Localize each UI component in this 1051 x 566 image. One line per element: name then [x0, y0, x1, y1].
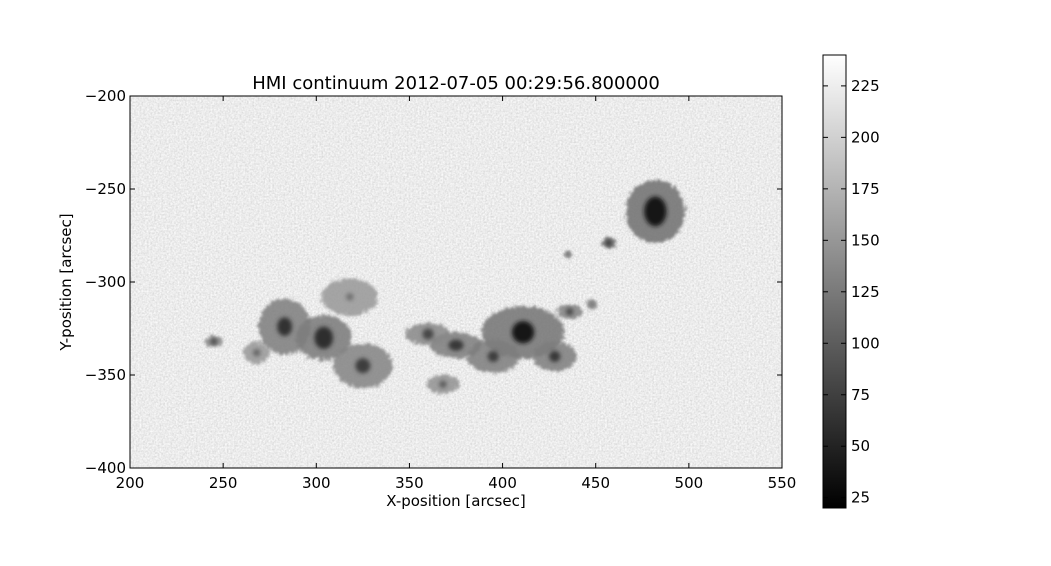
umbra-9: [549, 350, 561, 362]
colorbar-tick-label: 50: [851, 437, 870, 455]
x-tick-label: 250: [209, 474, 238, 492]
x-axis-ticks: 200 250 300 350 400 450 500 550: [116, 96, 797, 492]
umbra-4: [355, 358, 371, 374]
x-tick-label: 400: [488, 474, 517, 492]
colorbar-tick-label: 225: [851, 77, 880, 95]
umbra-2: [314, 326, 334, 349]
y-axis-ticks: −200 −250 −300 −350 −400: [85, 87, 782, 477]
umbra-16: [590, 302, 594, 307]
sunspot-features: [204, 179, 686, 394]
umbra-12: [210, 337, 218, 346]
umbra-7: [422, 328, 434, 340]
x-tick-label: 550: [768, 474, 797, 492]
y-tick-label: −250: [85, 180, 126, 198]
colorbar-tick-label: 200: [851, 128, 880, 146]
colorbar-tick-label: 150: [851, 231, 880, 249]
umbra-0: [644, 196, 667, 227]
colorbar-tick-label: 175: [851, 180, 880, 198]
umbra-5: [346, 293, 354, 301]
x-tick-label: 200: [116, 474, 145, 492]
plot-area: [130, 96, 782, 468]
x-tick-label: 350: [395, 474, 424, 492]
umbra-8: [487, 350, 499, 362]
colorbar-tick-label: 125: [851, 283, 880, 301]
umbra-13: [439, 380, 447, 389]
colorbar-gradient: [822, 54, 847, 509]
x-axis-label: X-position [arcsec]: [386, 492, 525, 510]
colorbar-tick-label: 100: [851, 334, 880, 352]
y-tick-label: −350: [85, 366, 126, 384]
photosphere-background: [130, 96, 782, 468]
colorbar-tick-label: 25: [851, 489, 870, 507]
umbra-1: [511, 321, 535, 344]
colorbar: 25 50 75 100 125 150 175 200 225: [822, 54, 880, 509]
umbra-6: [448, 339, 464, 351]
x-tick-label: 500: [675, 474, 704, 492]
y-axis-label: Y-position [arcsec]: [57, 213, 75, 351]
colorbar-tick-label: 75: [851, 386, 870, 404]
umbra-3: [277, 317, 293, 336]
chart-title: HMI continuum 2012-07-05 00:29:56.800000: [252, 73, 660, 94]
umbra-14: [252, 348, 261, 357]
umbra-15: [565, 252, 570, 256]
umbra-10: [565, 308, 574, 316]
colorbar-ticks: 25 50 75 100 125 150 175 200 225: [823, 77, 880, 507]
x-tick-label: 450: [581, 474, 610, 492]
y-tick-label: −300: [85, 273, 126, 291]
y-tick-label: −200: [85, 87, 126, 105]
umbra-11: [605, 239, 613, 247]
y-tick-label: −400: [85, 459, 126, 477]
x-tick-label: 300: [302, 474, 331, 492]
